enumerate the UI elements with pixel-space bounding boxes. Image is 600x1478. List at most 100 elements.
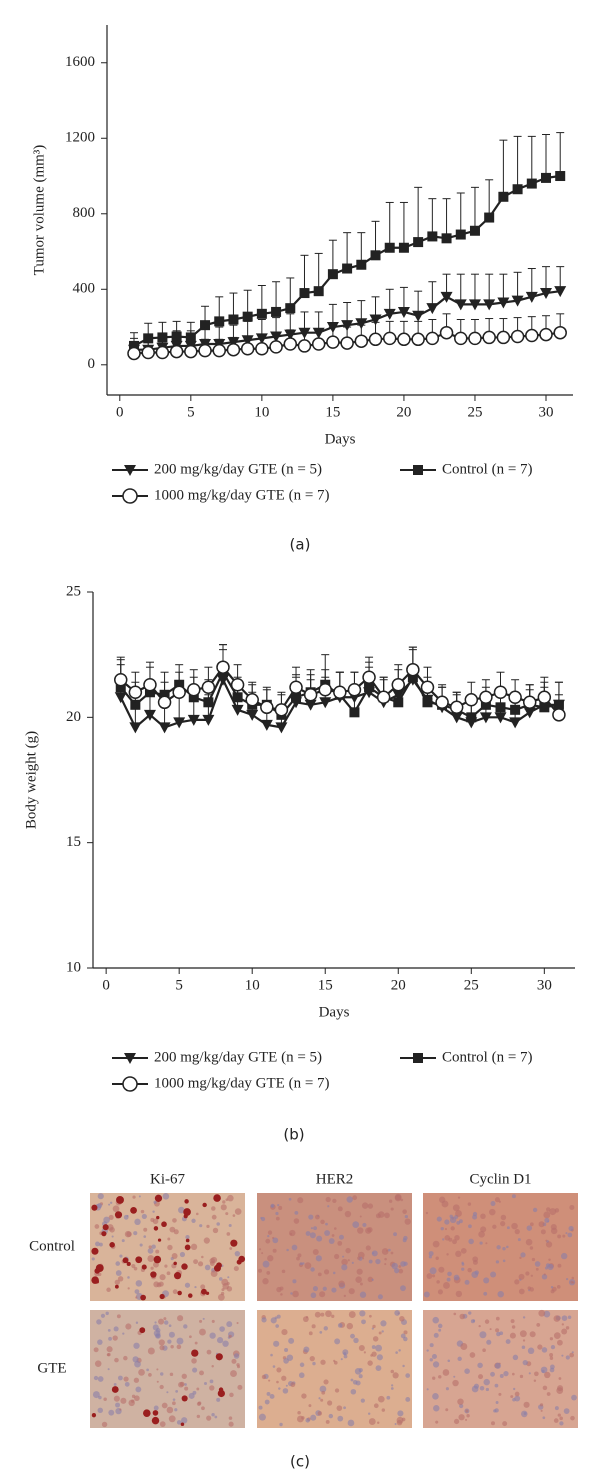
marker bbox=[540, 288, 553, 300]
cell bbox=[394, 1194, 402, 1202]
stained-nucleus bbox=[114, 1211, 123, 1219]
cell bbox=[228, 1223, 232, 1228]
cell bbox=[506, 1226, 510, 1230]
cell bbox=[320, 1219, 325, 1225]
stained-nucleus bbox=[116, 1195, 124, 1204]
column-header: Cyclin D1 bbox=[469, 1171, 531, 1187]
cell bbox=[373, 1403, 379, 1409]
cell bbox=[218, 1277, 223, 1281]
cell bbox=[113, 1383, 117, 1386]
cell bbox=[127, 1276, 130, 1279]
cell bbox=[518, 1273, 525, 1280]
marker bbox=[525, 291, 538, 303]
cell bbox=[392, 1372, 399, 1379]
cell bbox=[469, 1352, 476, 1358]
cell bbox=[341, 1258, 348, 1266]
cell bbox=[365, 1245, 371, 1251]
marker bbox=[304, 699, 317, 711]
cell bbox=[537, 1344, 543, 1350]
cell bbox=[233, 1266, 239, 1272]
cell bbox=[429, 1267, 437, 1275]
cell bbox=[391, 1262, 399, 1270]
cell bbox=[494, 1408, 499, 1413]
stained-nucleus bbox=[213, 1194, 221, 1202]
cell bbox=[400, 1198, 404, 1202]
stained-nucleus bbox=[157, 1238, 162, 1242]
cell bbox=[302, 1316, 309, 1323]
cell bbox=[496, 1245, 501, 1250]
cell bbox=[346, 1196, 353, 1203]
cell bbox=[176, 1344, 182, 1350]
cell bbox=[97, 1339, 103, 1345]
cell bbox=[459, 1403, 464, 1409]
cell bbox=[519, 1330, 527, 1338]
stained-nucleus bbox=[202, 1202, 207, 1208]
cell bbox=[511, 1222, 518, 1230]
marker bbox=[143, 677, 157, 692]
cell bbox=[550, 1286, 554, 1289]
cell bbox=[556, 1285, 561, 1289]
cell bbox=[148, 1373, 152, 1377]
cell bbox=[337, 1240, 343, 1246]
cell bbox=[523, 1401, 530, 1408]
cell bbox=[512, 1397, 516, 1402]
cell bbox=[174, 1408, 178, 1412]
cell bbox=[282, 1388, 289, 1394]
cell bbox=[460, 1248, 467, 1254]
cell bbox=[397, 1410, 404, 1417]
cell bbox=[308, 1214, 314, 1220]
micrograph bbox=[423, 1309, 578, 1428]
cell bbox=[563, 1408, 570, 1414]
marker bbox=[454, 299, 467, 311]
cell bbox=[558, 1377, 562, 1380]
cell bbox=[222, 1340, 229, 1347]
cell bbox=[184, 1383, 187, 1386]
cell bbox=[197, 1261, 204, 1267]
cell bbox=[319, 1331, 323, 1334]
cell bbox=[310, 1292, 317, 1299]
cell bbox=[95, 1241, 100, 1247]
cell bbox=[123, 1376, 129, 1382]
stained-nucleus bbox=[215, 1353, 223, 1361]
cell bbox=[539, 1403, 544, 1407]
cell bbox=[559, 1416, 563, 1421]
marker bbox=[384, 242, 395, 253]
cell bbox=[337, 1206, 343, 1212]
cell bbox=[327, 1400, 333, 1406]
cell bbox=[311, 1324, 316, 1329]
cell bbox=[432, 1274, 436, 1278]
cell bbox=[502, 1421, 508, 1427]
cell bbox=[543, 1310, 551, 1318]
cell bbox=[196, 1414, 201, 1419]
stained-nucleus bbox=[114, 1284, 119, 1289]
stained-nucleus bbox=[111, 1386, 119, 1393]
cell bbox=[538, 1309, 546, 1317]
cell bbox=[368, 1259, 373, 1264]
marker bbox=[376, 690, 391, 705]
marker bbox=[354, 334, 369, 348]
marker bbox=[522, 695, 537, 710]
cell bbox=[146, 1368, 149, 1372]
cell bbox=[352, 1221, 360, 1229]
column-header: Ki-67 bbox=[150, 1171, 185, 1187]
cell bbox=[128, 1399, 135, 1407]
cell bbox=[444, 1219, 450, 1225]
stained-nucleus bbox=[213, 1264, 221, 1272]
cell bbox=[220, 1204, 227, 1211]
cell bbox=[570, 1415, 575, 1421]
cell bbox=[164, 1320, 169, 1325]
cell bbox=[185, 1235, 190, 1240]
stained-nucleus bbox=[95, 1264, 104, 1272]
cell bbox=[167, 1244, 173, 1251]
marker bbox=[383, 308, 396, 320]
cell bbox=[98, 1242, 103, 1247]
cell bbox=[483, 1291, 488, 1296]
cell bbox=[541, 1369, 545, 1373]
cell bbox=[464, 1279, 470, 1285]
cell bbox=[468, 1238, 474, 1245]
cell bbox=[158, 1339, 165, 1346]
cell bbox=[150, 1266, 154, 1270]
cell bbox=[97, 1202, 103, 1209]
marker bbox=[439, 325, 454, 340]
cell bbox=[296, 1415, 304, 1423]
